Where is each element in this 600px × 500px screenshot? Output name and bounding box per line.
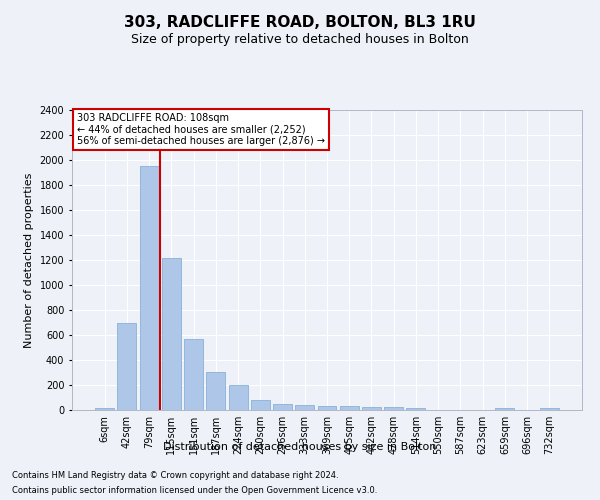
Text: Distribution of detached houses by size in Bolton: Distribution of detached houses by size …: [163, 442, 437, 452]
Bar: [229, 385, 248, 410]
Text: Size of property relative to detached houses in Bolton: Size of property relative to detached ho…: [131, 32, 469, 46]
Bar: [496, 408, 514, 410]
Bar: [295, 405, 314, 410]
Text: 303, RADCLIFFE ROAD, BOLTON, BL3 1RU: 303, RADCLIFFE ROAD, BOLTON, BL3 1RU: [124, 15, 476, 30]
Bar: [317, 406, 337, 410]
Bar: [406, 408, 425, 410]
Bar: [118, 322, 136, 410]
Text: Contains HM Land Registry data © Crown copyright and database right 2024.: Contains HM Land Registry data © Crown c…: [12, 471, 338, 480]
Bar: [251, 400, 270, 410]
Bar: [384, 407, 403, 410]
Bar: [206, 372, 225, 410]
Bar: [362, 407, 381, 410]
Text: 303 RADCLIFFE ROAD: 108sqm
← 44% of detached houses are smaller (2,252)
56% of s: 303 RADCLIFFE ROAD: 108sqm ← 44% of deta…: [77, 113, 325, 146]
Bar: [162, 258, 181, 410]
Bar: [540, 408, 559, 410]
Y-axis label: Number of detached properties: Number of detached properties: [24, 172, 34, 348]
Text: Contains public sector information licensed under the Open Government Licence v3: Contains public sector information licen…: [12, 486, 377, 495]
Bar: [184, 339, 203, 410]
Bar: [340, 406, 359, 410]
Bar: [273, 404, 292, 410]
Bar: [95, 408, 114, 410]
Bar: [140, 166, 158, 410]
